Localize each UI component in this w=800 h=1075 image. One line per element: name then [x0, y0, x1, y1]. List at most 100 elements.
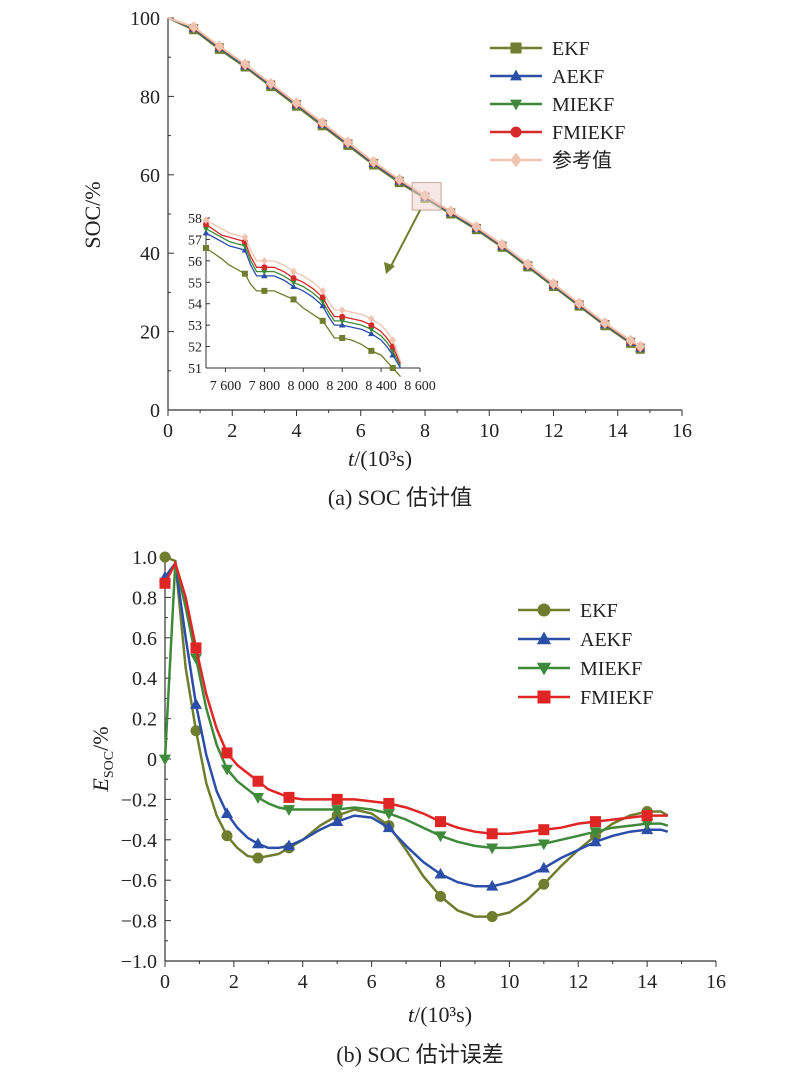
data-point [251, 792, 265, 804]
data-point [240, 58, 251, 71]
x-tick-label: 6 [367, 971, 377, 993]
inset-data-point [338, 306, 346, 315]
y-tick-label: 1.0 [132, 547, 157, 569]
data-point [589, 835, 602, 847]
data-point [548, 277, 559, 290]
inset-y-tick-label: 53 [188, 319, 202, 334]
x-axis-title: t/(10³s) [408, 1002, 472, 1027]
legend-item: FMIEKF [518, 687, 653, 709]
data-point [641, 810, 653, 822]
chart-soc-error: 0 2 4 6 8 10 12 14 16 −1.0 −0.8 −0.6 −0.4 −0.2 0 0.2 0.4… [88, 547, 726, 1067]
inset-data-point [290, 267, 297, 276]
legend-label: 参考值 [552, 149, 612, 172]
x-tick-label: 10 [479, 420, 499, 442]
data-point [368, 156, 379, 168]
data-point [331, 805, 344, 816]
data-point [383, 797, 395, 809]
inset-y-tick-label: 54 [188, 298, 202, 313]
data-point [537, 861, 550, 873]
inset-data-point [339, 313, 346, 320]
inset-data-point [389, 351, 397, 358]
inset-data-point [389, 336, 397, 345]
y-tick-label: 100 [130, 8, 160, 30]
y-tick-label: 0.8 [132, 587, 157, 609]
series-FMIEKF [159, 559, 668, 840]
inset-data-point [338, 318, 346, 325]
x-tick-label: 14 [637, 971, 657, 993]
legend-item: AEKF [518, 629, 632, 651]
x-axis-title-var: t [348, 446, 355, 471]
data-point [190, 725, 202, 737]
inset-data-point [241, 233, 249, 242]
legend-swatch-marker [537, 690, 551, 704]
data-point [220, 807, 234, 818]
x-axis-title-var: t [408, 1002, 415, 1027]
legend-item: AEKF [490, 66, 604, 88]
data-point [599, 317, 610, 329]
inset-data-point [261, 287, 268, 294]
caption: (a) SOC 估计值 [328, 485, 472, 510]
inset-data-point [368, 330, 375, 337]
x-tick-label: 12 [544, 420, 564, 442]
inset-data-point [319, 286, 327, 295]
x-tick-label: 8 [436, 971, 446, 993]
caption: (b) SOC 估计误差 [336, 1042, 503, 1067]
y-tick-label: 0.6 [132, 628, 157, 650]
data-point [159, 551, 171, 563]
legend-label: EKF [552, 38, 590, 60]
legend-item: MIEKF [518, 658, 642, 680]
y-axis-title-var: E [88, 778, 113, 793]
inset-series-line [205, 219, 402, 362]
inset-data-point [368, 327, 375, 333]
x-tick-label: 0 [160, 971, 170, 993]
axes: 0 2 4 6 8 10 12 14 16 0 20 40 60 80 100 [130, 8, 692, 442]
x-axis-title: t/(10³s) [348, 446, 412, 471]
inset-y-tick-label: 56 [188, 255, 202, 270]
x-axis-title-unit: /(10³s) [354, 446, 412, 471]
inset-x-tick-label: 8 200 [326, 379, 358, 394]
legend-item: FMIEKF [490, 122, 625, 144]
x-tick-label: 10 [499, 971, 519, 993]
inset-data-point [202, 229, 210, 236]
y-axis-title: ESOC/% [88, 726, 117, 792]
inset-data-point [368, 322, 375, 329]
inset-data-point [202, 216, 210, 225]
legend-swatch-marker [537, 603, 551, 617]
inset-y-tick-label: 52 [188, 341, 202, 356]
data-point [188, 21, 199, 33]
inset-data-point [261, 269, 268, 276]
legend-label: AEKF [580, 629, 632, 651]
zoom-arrow-line [389, 209, 422, 269]
y-axis-title-unit: /% [88, 726, 113, 750]
data-point [538, 878, 550, 890]
inset-data-point [290, 296, 297, 303]
legend-label: AEKF [552, 66, 604, 88]
legend-swatch-marker [509, 152, 523, 168]
data-point [435, 816, 446, 828]
series-MIEKF [158, 562, 669, 855]
legend-label: MIEKF [552, 94, 614, 116]
legend-label: FMIEKF [580, 687, 653, 709]
legend-item: EKF [490, 38, 590, 60]
y-tick-label: −0.4 [121, 830, 157, 852]
legend-item: 参考值 [490, 149, 612, 172]
data-point [220, 764, 234, 776]
y-tick-label: 0 [147, 749, 157, 771]
y-tick-label: 60 [140, 165, 160, 187]
data-point [589, 816, 601, 828]
data-point [265, 77, 276, 90]
data-point [635, 340, 646, 353]
data-point [537, 839, 550, 851]
series-group [158, 551, 669, 923]
inset-series-line [205, 232, 402, 369]
y-tick-label: −0.2 [121, 789, 157, 811]
data-point [282, 839, 296, 851]
inset-data-point [290, 279, 297, 286]
inset-y-tick-label: 58 [188, 212, 202, 227]
x-tick-label: 16 [706, 971, 726, 993]
inset-x-tick-label: 7 600 [210, 379, 242, 394]
x-tick-label: 0 [163, 420, 173, 442]
inset-x-tick-label: 8 400 [365, 379, 397, 394]
x-tick-label: 2 [227, 420, 237, 442]
y-tick-label: 0.2 [132, 709, 157, 731]
